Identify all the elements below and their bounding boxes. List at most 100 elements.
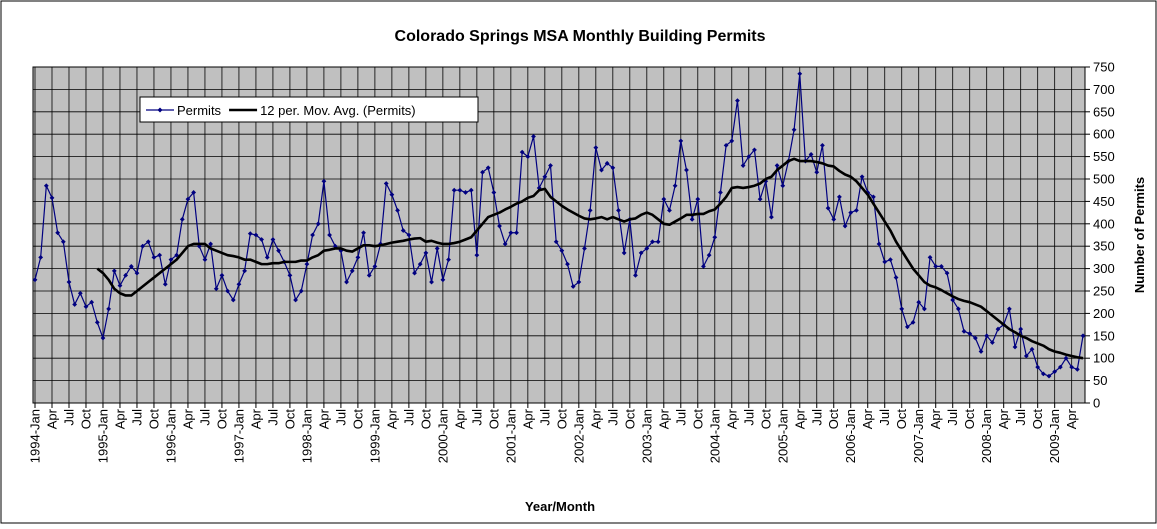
data-point: [718, 190, 723, 195]
x-tick-label: Jul: [877, 409, 892, 426]
x-tick-label: Oct: [418, 409, 433, 430]
x-tick-label: 2008-Jan: [979, 409, 994, 463]
x-tick-label: Oct: [282, 409, 297, 430]
data-point: [287, 272, 293, 278]
data-point: [225, 288, 231, 294]
x-tick-label: 2007-Jan: [911, 409, 926, 463]
data-point: [77, 290, 83, 296]
data-point: [406, 232, 412, 238]
data-point: [304, 261, 310, 267]
data-point: [882, 259, 888, 265]
data-point: [412, 270, 417, 276]
data-point: [1023, 353, 1029, 359]
data-point: [338, 248, 344, 254]
data-point: [89, 299, 95, 305]
data-point: [621, 250, 627, 256]
data-point: [887, 257, 893, 263]
data-point: [984, 333, 990, 339]
data-point: [944, 270, 950, 276]
data-point: [695, 196, 701, 202]
data-point: [508, 230, 514, 236]
y-tick-label: 650: [1093, 104, 1115, 119]
x-tick-label: Jul: [265, 409, 280, 426]
x-tick-label: Apr: [520, 408, 535, 429]
data-point: [995, 326, 1001, 332]
data-point: [440, 277, 446, 283]
data-point: [757, 196, 763, 202]
x-tick-label: Oct: [146, 409, 161, 430]
x-tick-label: Apr: [588, 408, 603, 429]
data-point: [417, 261, 423, 267]
data-point: [791, 127, 797, 133]
y-tick-label: 450: [1093, 194, 1115, 209]
data-point: [921, 306, 927, 312]
data-point: [66, 279, 72, 285]
data-point: [434, 246, 440, 251]
data-point: [1006, 306, 1012, 312]
data-point: [276, 248, 281, 254]
data-point: [661, 196, 667, 202]
x-tick-label: Apr: [248, 408, 263, 429]
data-point: [820, 143, 825, 148]
data-point: [372, 263, 378, 269]
data-point: [293, 297, 298, 303]
data-point: [961, 328, 967, 334]
y-tick-label: 550: [1093, 149, 1115, 164]
x-tick-label: Jul: [1013, 409, 1028, 426]
y-tick-label: 300: [1093, 261, 1115, 276]
x-tick-label: 2006-Jan: [843, 409, 858, 463]
data-point: [1040, 371, 1046, 377]
x-tick-label: 2000-Jan: [435, 409, 450, 463]
data-point: [899, 306, 905, 312]
data-point: [808, 151, 814, 157]
data-point: [429, 279, 434, 285]
x-tick-label: Oct: [78, 409, 93, 430]
data-point: [480, 169, 485, 175]
data-point: [582, 246, 587, 251]
x-tick-label: Oct: [826, 409, 841, 430]
data-point: [151, 255, 157, 260]
data-point: [230, 297, 236, 303]
x-tick-label: 1997-Jan: [231, 409, 246, 463]
x-tick-label: Jul: [197, 409, 212, 426]
x-tick-label: 2005-Jan: [775, 409, 790, 463]
data-point: [423, 250, 429, 256]
data-point: [185, 196, 191, 202]
data-point: [264, 255, 270, 260]
data-point: [1080, 333, 1086, 339]
data-point: [955, 306, 961, 312]
data-point: [383, 181, 389, 186]
data-point: [1018, 326, 1024, 332]
legend-label: Permits: [177, 103, 222, 118]
data-point: [916, 299, 922, 305]
data-point: [474, 252, 480, 258]
y-tick-label: 100: [1093, 351, 1115, 366]
x-tick-label: 1999-Jan: [367, 409, 382, 463]
x-tick-label: 1996-Jan: [163, 409, 178, 463]
data-point: [468, 187, 474, 193]
x-tick-label: Jul: [809, 409, 824, 426]
data-point: [94, 319, 100, 325]
data-point: [967, 331, 973, 336]
legend-label: 12 per. Mov. Avg. (Permits): [260, 103, 416, 118]
data-point: [633, 272, 638, 278]
data-point: [655, 239, 661, 245]
data-point: [780, 183, 786, 189]
data-point: [763, 178, 769, 184]
data-point: [837, 194, 842, 200]
data-point: [1074, 367, 1080, 372]
data-point: [531, 134, 536, 139]
data-point: [270, 237, 276, 242]
data-point: [457, 187, 463, 193]
x-tick-label: Jul: [537, 409, 552, 426]
data-point: [774, 163, 780, 168]
data-point: [904, 324, 910, 330]
data-point: [593, 145, 599, 151]
series-line: [96, 157, 1084, 360]
x-tick-label: Apr: [792, 408, 807, 429]
legend-marker: [157, 107, 163, 113]
x-tick-label: Apr: [452, 408, 467, 429]
data-point: [746, 154, 752, 159]
